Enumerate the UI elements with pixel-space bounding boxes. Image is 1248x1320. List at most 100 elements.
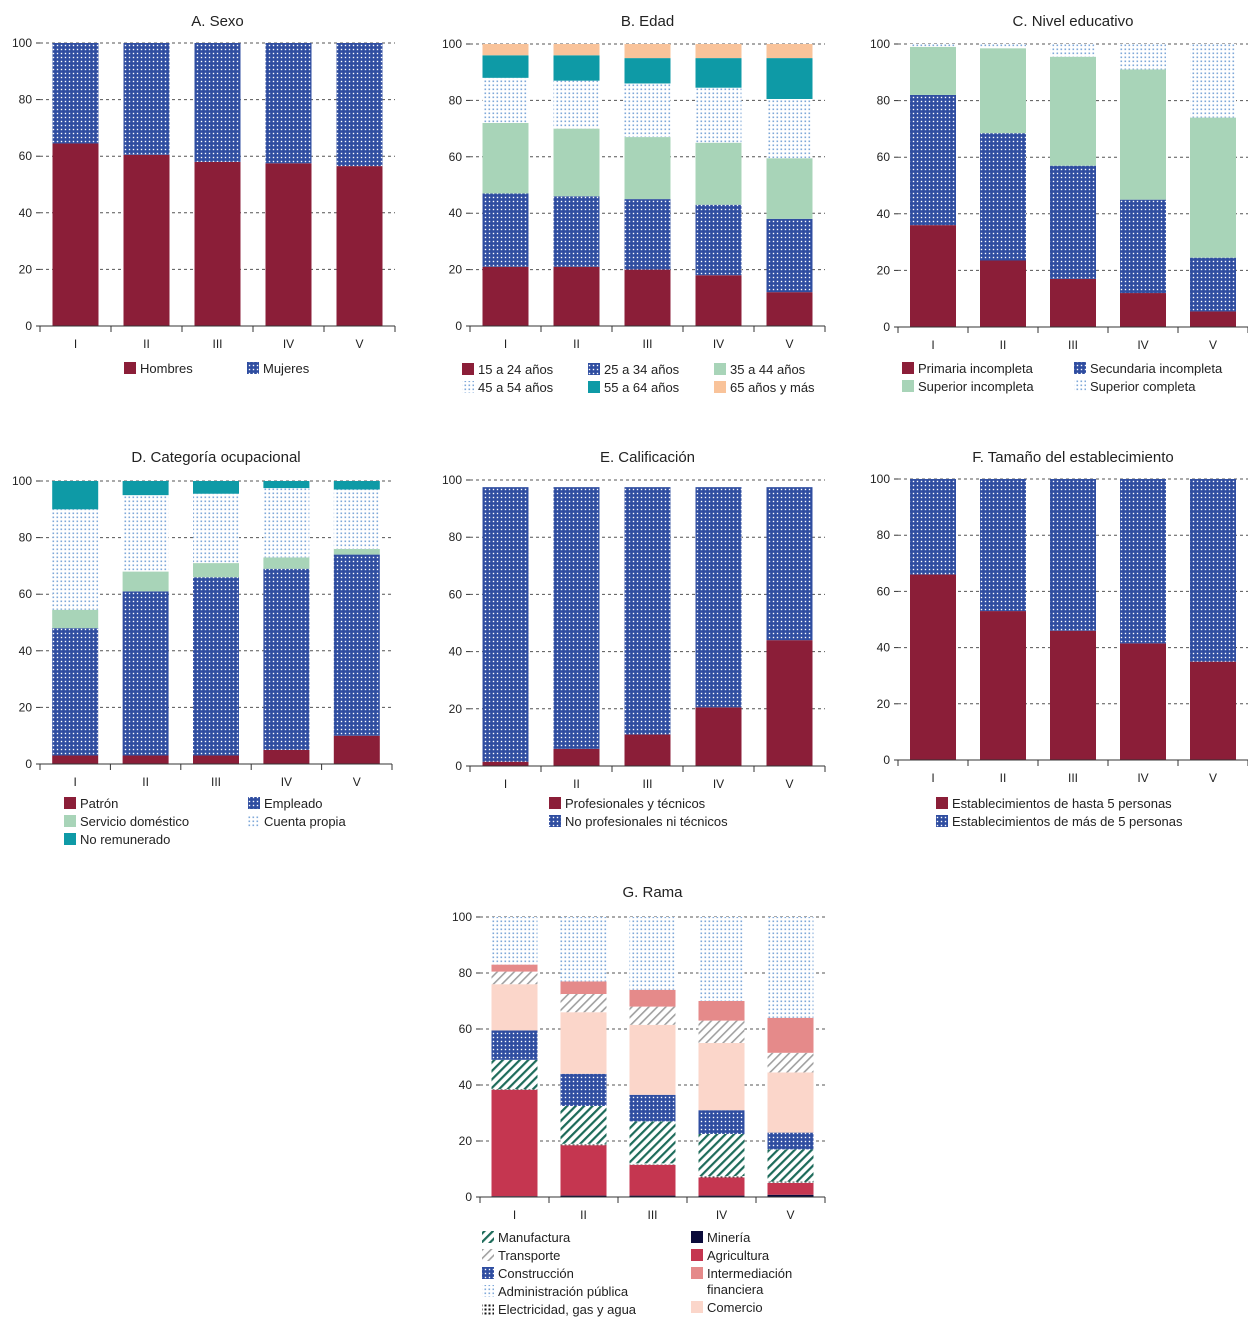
chart-e-xtick-label: III bbox=[642, 777, 652, 791]
chart-g-bar-agricultura-i bbox=[491, 1089, 538, 1197]
chart-g-bar-construccion-i bbox=[491, 1030, 538, 1060]
chart-e-bar-profesionales-y-tecnicos-iv bbox=[695, 707, 742, 766]
chart-d-ytick-label: 80 bbox=[19, 531, 33, 545]
chart-b-legend-swatch-15-a-24-anos bbox=[462, 363, 474, 375]
chart-g-ytick-label: 40 bbox=[459, 1078, 473, 1092]
chart-g-ytick-label: 20 bbox=[459, 1134, 473, 1148]
chart-g-bar-construccion-v bbox=[767, 1132, 814, 1150]
chart-a-ytick-label: 0 bbox=[25, 319, 32, 333]
chart-b-bar-25-a-34-anos-v bbox=[766, 218, 813, 293]
chart-f-ytick-label: 0 bbox=[883, 753, 890, 767]
chart-g-bar-administracion-publica-v bbox=[767, 917, 814, 1018]
chart-e-xtick-label: IV bbox=[713, 777, 724, 791]
chart-f-ytick-label: 60 bbox=[877, 584, 891, 598]
chart-e-title: E. Calificación bbox=[600, 449, 695, 466]
chart-f-ytick-label: 80 bbox=[877, 528, 891, 542]
chart-d-legend-swatch-empleado bbox=[248, 797, 260, 809]
chart-c-bar-superior-incompleta-i bbox=[910, 46, 956, 95]
chart-e-legend-label-no-profesionales-ni-tecnicos: No profesionales ni técnicos bbox=[565, 814, 728, 829]
chart-g-bar-agricultura-ii bbox=[560, 1145, 607, 1196]
chart-a-bar-hombres-i bbox=[52, 143, 99, 326]
chart-d-bar-servicio-domestico-v bbox=[333, 548, 380, 555]
chart-d-bar-cuenta-propia-iii bbox=[193, 493, 239, 564]
chart-g-title: G. Rama bbox=[622, 884, 683, 901]
chart-c-ytick-label: 60 bbox=[877, 150, 891, 164]
chart-d-bar-empleado-v bbox=[333, 554, 380, 736]
chart-g-bar-electricidad-gas-y-agua-i bbox=[491, 1089, 538, 1090]
chart-c-ytick-label: 20 bbox=[877, 263, 891, 277]
chart-b-xtick-label: I bbox=[504, 337, 507, 351]
chart-b-legend-label-25-a-34-anos: 25 a 34 años bbox=[604, 362, 680, 377]
chart-d-bar-no-remunerado-iv bbox=[263, 481, 310, 489]
chart-b-bar-15-a-24-anos-v bbox=[766, 292, 813, 326]
chart-b-bar-55-a-64-anos-iii bbox=[624, 58, 671, 84]
chart-g-bar-intermediacion-financiera-i bbox=[491, 964, 538, 972]
chart-d-legend-swatch-cuenta-propia bbox=[248, 815, 260, 827]
chart-d-legend-label-patron: Patrón bbox=[80, 796, 118, 811]
chart-b-bar-45-a-54-anos-i bbox=[482, 77, 529, 123]
chart-c-bar-superior-incompleta-v bbox=[1190, 117, 1236, 258]
chart-a-xtick-label: II bbox=[143, 337, 150, 351]
chart-g-bar-intermediacion-financiera-ii bbox=[560, 981, 607, 994]
chart-c-bar-primaria-incompleta-ii bbox=[980, 260, 1026, 327]
chart-c-legend-swatch-primaria-incompleta bbox=[902, 362, 914, 374]
chart-c-bar-superior-incompleta-ii bbox=[980, 48, 1026, 134]
chart-g-bar-transporte-v bbox=[767, 1052, 814, 1073]
chart-c-legend-swatch-superior-incompleta bbox=[902, 380, 914, 392]
chart-f-bar-establecimientos-de-hasta-5-personas-v bbox=[1190, 661, 1236, 760]
chart-d-legend-label-no-remunerado: No remunerado bbox=[80, 832, 170, 847]
chart-e-xtick-label: V bbox=[785, 777, 793, 791]
chart-d-xtick-label: V bbox=[353, 775, 361, 789]
chart-b-legend-swatch-25-a-34-anos bbox=[588, 363, 600, 375]
chart-c-xtick-label: I bbox=[931, 338, 934, 352]
chart-b-xtick-label: II bbox=[573, 337, 580, 351]
chart-g-legend-swatch-intermediacion-financiera bbox=[691, 1267, 703, 1279]
chart-b-legend-label-45-a-54-anos: 45 a 54 años bbox=[478, 380, 554, 395]
chart-b-bar-25-a-34-anos-ii bbox=[553, 196, 600, 267]
chart-b-bar-15-a-24-anos-i bbox=[482, 266, 529, 326]
chart-a-legend-swatch-mujeres bbox=[247, 362, 259, 374]
chart-g-legend-label-agricultura: Agricultura bbox=[707, 1248, 770, 1263]
chart-f-legend-label-establecimientos-de-mas-de-5-personas: Establecimientos de más de 5 personas bbox=[952, 814, 1183, 829]
chart-d-bar-no-remunerado-i bbox=[52, 481, 99, 510]
chart-e-ytick-label: 80 bbox=[449, 530, 463, 544]
chart-b-bar-25-a-34-anos-i bbox=[482, 193, 529, 267]
chart-c-bar-primaria-incompleta-v bbox=[1190, 311, 1236, 327]
chart-e-legend-swatch-profesionales-y-tecnicos bbox=[549, 797, 561, 809]
chart-d-legend-label-servicio-domestico: Servicio doméstico bbox=[80, 814, 189, 829]
chart-g-bar-transporte-iii bbox=[629, 1006, 676, 1025]
chart-d-bar-cuenta-propia-ii bbox=[122, 495, 169, 572]
chart-g-ytick-label: 60 bbox=[459, 1022, 473, 1036]
chart-f-xtick-label: V bbox=[1209, 771, 1217, 785]
chart-g-bar-comercio-iii bbox=[629, 1024, 676, 1095]
chart-c-xtick-label: III bbox=[1068, 338, 1078, 352]
chart-g-bar-comercio-i bbox=[491, 984, 538, 1031]
chart-e-ytick-label: 100 bbox=[442, 473, 462, 487]
chart-b-bar-15-a-24-anos-iv bbox=[695, 275, 742, 326]
chart-a-bar-hombres-ii bbox=[123, 154, 170, 326]
chart-f: F. Tamaño del establecimiento 0 20 40 60 80 10… bbox=[870, 449, 1248, 829]
chart-e-bar-no-profesionales-ni-tecnicos-iv bbox=[695, 487, 742, 708]
chart-g-legend-swatch-manufactura bbox=[482, 1231, 494, 1243]
chart-b-ytick-label: 80 bbox=[449, 93, 463, 107]
chart-d-bar-empleado-iii bbox=[193, 577, 239, 756]
chart-g-bar-administracion-publica-iii bbox=[629, 917, 676, 990]
chart-d-bar-servicio-domestico-iv bbox=[263, 557, 310, 569]
chart-a-xtick-label: V bbox=[355, 337, 363, 351]
chart-g-bar-intermediacion-financiera-v bbox=[767, 1017, 814, 1053]
chart-a-xtick-label: I bbox=[74, 337, 77, 351]
chart-d-legend-swatch-servicio-domestico bbox=[64, 815, 76, 827]
chart-g-bar-comercio-v bbox=[767, 1072, 814, 1133]
chart-c-bar-superior-incompleta-iv bbox=[1120, 69, 1166, 200]
chart-g-legend-swatch-transporte bbox=[482, 1249, 494, 1261]
chart-f-ytick-label: 20 bbox=[877, 697, 891, 711]
chart-g-bar-comercio-ii bbox=[560, 1012, 607, 1074]
chart-d-bar-cuenta-propia-iv bbox=[263, 488, 310, 558]
chart-c-legend-label-primaria-incompleta: Primaria incompleta bbox=[918, 361, 1034, 376]
chart-g-bar-electricidad-gas-y-agua-iv bbox=[698, 1176, 745, 1178]
chart-e-bar-profesionales-y-tecnicos-i bbox=[482, 761, 529, 766]
chart-c-bar-superior-completa-iv bbox=[1120, 44, 1166, 70]
chart-a-xtick-label: IV bbox=[283, 337, 294, 351]
chart-c-bar-secundaria-incompleta-ii bbox=[980, 133, 1026, 261]
chart-c-bar-secundaria-incompleta-iii bbox=[1050, 165, 1096, 279]
